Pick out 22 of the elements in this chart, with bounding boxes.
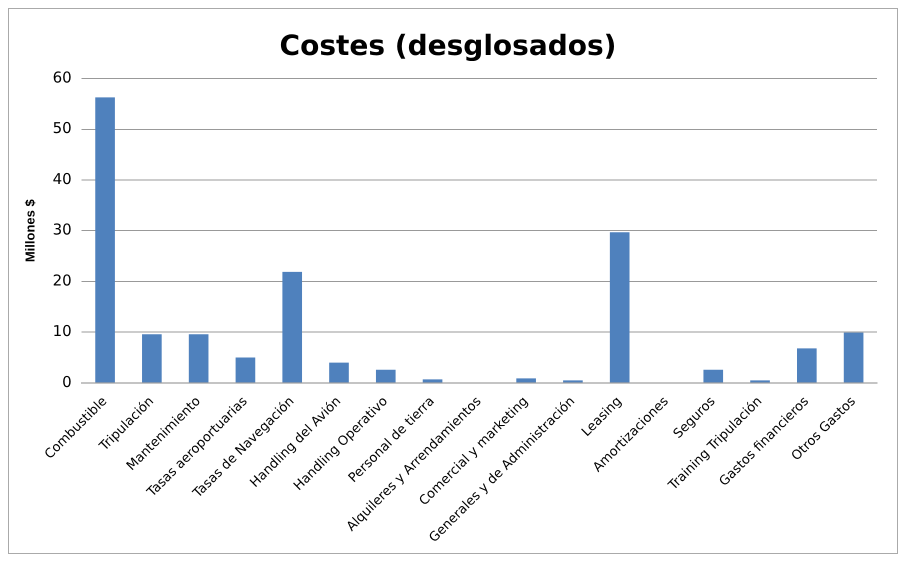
bar [282, 272, 302, 382]
y-tick-label: 30 [52, 220, 72, 239]
bar [844, 332, 864, 382]
bar [329, 362, 349, 382]
bar [236, 358, 256, 382]
y-tick-label: 60 [52, 68, 72, 86]
bar [610, 232, 630, 382]
y-tick-label: 10 [52, 322, 72, 340]
y-tick-label: 40 [52, 170, 72, 188]
bar [188, 334, 208, 382]
y-tick-label: 20 [52, 271, 72, 290]
chart-title: Costes (desglosados) [280, 29, 616, 62]
bar [95, 97, 115, 382]
bar [422, 379, 442, 382]
y-axis-title: Millones $ [22, 198, 38, 262]
bar [142, 334, 162, 382]
bar [516, 378, 536, 382]
bar [703, 370, 724, 382]
y-tick-label: 50 [52, 119, 72, 138]
y-tick-label: 0 [62, 372, 72, 391]
bar [797, 348, 817, 382]
bar [376, 370, 396, 382]
